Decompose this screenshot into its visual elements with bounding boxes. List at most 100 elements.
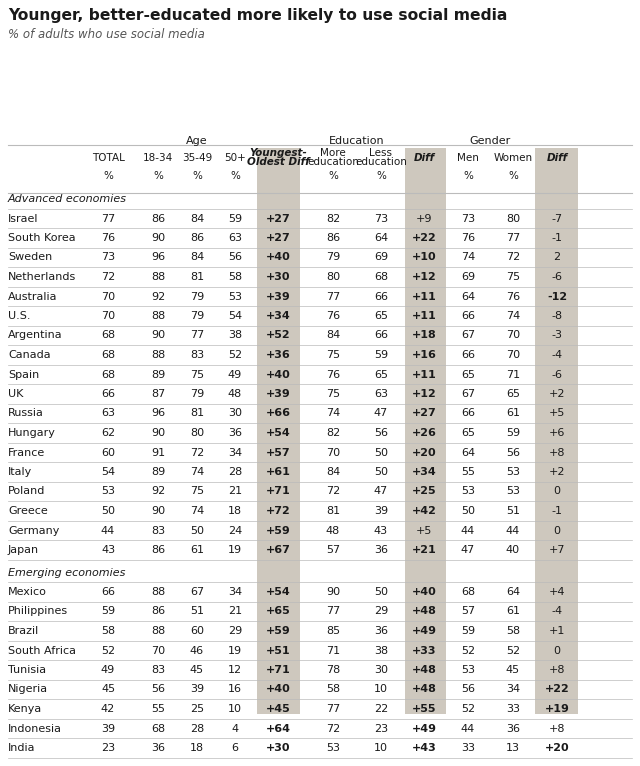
Text: Canada: Canada — [8, 350, 51, 360]
Text: 59: 59 — [101, 607, 115, 617]
Text: 36: 36 — [374, 545, 388, 555]
Text: 56: 56 — [374, 428, 388, 438]
Text: 52: 52 — [101, 646, 115, 656]
Text: 67: 67 — [461, 330, 475, 341]
Text: 59: 59 — [228, 214, 242, 224]
Text: South Korea: South Korea — [8, 233, 76, 243]
Text: +66: +66 — [266, 408, 291, 418]
Text: 43: 43 — [101, 545, 115, 555]
Bar — [257, 148, 300, 714]
Text: Netherlands: Netherlands — [8, 272, 76, 282]
Text: 45: 45 — [190, 665, 204, 675]
Text: 69: 69 — [461, 272, 475, 282]
Text: 76: 76 — [101, 233, 115, 243]
Text: 78: 78 — [326, 665, 340, 675]
Text: +20: +20 — [412, 447, 436, 457]
Text: 39: 39 — [374, 506, 388, 516]
Text: 84: 84 — [190, 214, 204, 224]
Text: 53: 53 — [326, 743, 340, 753]
Text: 30: 30 — [228, 408, 242, 418]
Text: 83: 83 — [190, 350, 204, 360]
Text: +18: +18 — [412, 330, 436, 341]
Text: Advanced economies: Advanced economies — [8, 194, 127, 204]
Text: 56: 56 — [461, 685, 475, 695]
Text: -4: -4 — [552, 350, 563, 360]
Text: 75: 75 — [506, 272, 520, 282]
Text: 86: 86 — [151, 545, 165, 555]
Text: 79: 79 — [326, 253, 340, 263]
Text: -3: -3 — [552, 330, 563, 341]
Text: 60: 60 — [190, 626, 204, 636]
Text: India: India — [8, 743, 35, 753]
Text: 51: 51 — [506, 506, 520, 516]
Text: 75: 75 — [326, 350, 340, 360]
Text: Italy: Italy — [8, 467, 32, 477]
Text: +39: +39 — [266, 292, 291, 302]
Text: +9: +9 — [416, 214, 432, 224]
Text: +30: +30 — [266, 272, 291, 282]
Text: 70: 70 — [101, 311, 115, 321]
Text: 92: 92 — [151, 292, 165, 302]
Text: 29: 29 — [374, 607, 388, 617]
Text: 58: 58 — [228, 272, 242, 282]
Text: +42: +42 — [412, 506, 436, 516]
Bar — [405, 148, 446, 714]
Text: +11: +11 — [412, 369, 436, 379]
Text: 50: 50 — [101, 506, 115, 516]
Text: 83: 83 — [151, 525, 165, 535]
Text: +39: +39 — [266, 389, 291, 399]
Text: 52: 52 — [461, 704, 475, 714]
Text: 48: 48 — [228, 389, 242, 399]
Text: Greece: Greece — [8, 506, 48, 516]
Text: +4: +4 — [548, 587, 565, 597]
Text: 29: 29 — [228, 626, 242, 636]
Text: +22: +22 — [545, 685, 570, 695]
Text: +40: +40 — [266, 253, 291, 263]
Text: 70: 70 — [506, 330, 520, 341]
Text: 16: 16 — [228, 685, 242, 695]
Text: 72: 72 — [326, 486, 340, 496]
Text: +6: +6 — [549, 428, 565, 438]
Text: 24: 24 — [228, 525, 242, 535]
Text: +45: +45 — [266, 704, 291, 714]
Text: +2: +2 — [548, 389, 565, 399]
Text: +54: +54 — [266, 587, 291, 597]
Text: +8: +8 — [548, 665, 565, 675]
Text: 82: 82 — [326, 428, 340, 438]
Text: 21: 21 — [228, 607, 242, 617]
Text: +36: +36 — [266, 350, 291, 360]
Text: 38: 38 — [374, 646, 388, 656]
Text: 66: 66 — [461, 350, 475, 360]
Text: 84: 84 — [190, 253, 204, 263]
Text: 74: 74 — [190, 506, 204, 516]
Text: +52: +52 — [266, 330, 291, 341]
Text: 66: 66 — [101, 587, 115, 597]
Text: +34: +34 — [412, 467, 436, 477]
Text: 65: 65 — [461, 428, 475, 438]
Text: +7: +7 — [548, 545, 565, 555]
Text: 86: 86 — [190, 233, 204, 243]
Text: 59: 59 — [374, 350, 388, 360]
Text: 70: 70 — [151, 646, 165, 656]
Text: Japan: Japan — [8, 545, 39, 555]
Text: 79: 79 — [190, 311, 204, 321]
Text: 50: 50 — [190, 525, 204, 535]
Text: +65: +65 — [266, 607, 291, 617]
Text: 81: 81 — [190, 408, 204, 418]
Text: 56: 56 — [151, 685, 165, 695]
Text: TOTAL: TOTAL — [92, 153, 124, 163]
Text: 53: 53 — [461, 665, 475, 675]
Text: %: % — [153, 171, 163, 181]
Text: Tunisia: Tunisia — [8, 665, 46, 675]
Text: 77: 77 — [326, 704, 340, 714]
Text: 89: 89 — [151, 369, 165, 379]
Text: 56: 56 — [228, 253, 242, 263]
Text: 60: 60 — [101, 447, 115, 457]
Text: 75: 75 — [326, 389, 340, 399]
Text: Australia: Australia — [8, 292, 58, 302]
Text: %: % — [508, 171, 518, 181]
Text: France: France — [8, 447, 45, 457]
Text: 66: 66 — [374, 330, 388, 341]
Text: 34: 34 — [506, 685, 520, 695]
Text: 86: 86 — [151, 607, 165, 617]
